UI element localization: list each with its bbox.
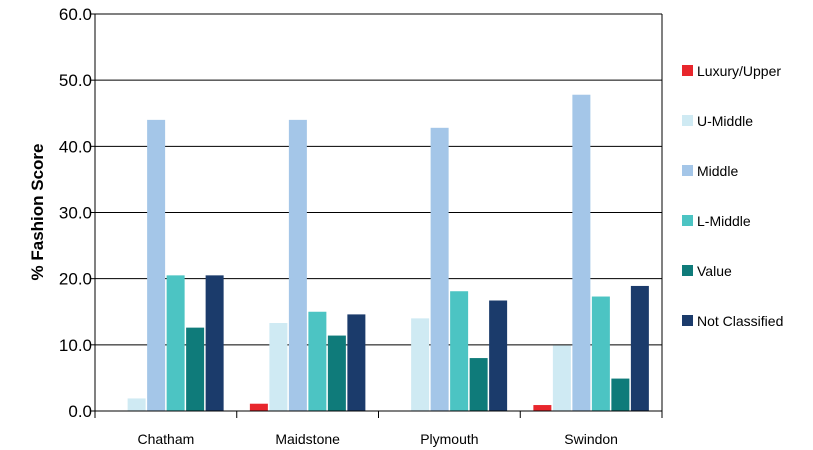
legend-swatch	[682, 315, 693, 326]
bar	[288, 119, 307, 411]
x-category-label: Plymouth	[420, 431, 478, 447]
legend-label: L-Middle	[697, 213, 751, 229]
y-tick-label: 50.0	[59, 71, 92, 90]
y-tick-labels: 0.0 10.0 20.0 30.0 40.0 50.0 60.0	[59, 5, 92, 421]
legend-swatch	[682, 115, 693, 126]
bar	[533, 405, 552, 411]
legend-label: Luxury/Upper	[697, 63, 781, 79]
bar	[205, 275, 224, 411]
y-tick-label: 20.0	[59, 270, 92, 289]
bar	[552, 345, 571, 411]
bar	[249, 403, 268, 411]
bar	[630, 285, 649, 411]
bar	[147, 119, 166, 411]
bar	[450, 291, 469, 411]
x-category-label: Maidstone	[275, 431, 340, 447]
legend-label: U-Middle	[697, 113, 753, 129]
bar	[469, 358, 488, 411]
gridlines	[95, 13, 662, 346]
bar	[308, 311, 327, 411]
y-tick-label: 30.0	[59, 204, 92, 223]
y-tick-label: 10.0	[59, 336, 92, 355]
x-category-label: Swindon	[564, 431, 618, 447]
legend-swatch	[682, 165, 693, 176]
y-tick-label: 60.0	[59, 5, 92, 24]
bar	[127, 398, 146, 411]
bar	[186, 327, 205, 411]
bar	[166, 275, 185, 411]
legend-label: Not Classified	[697, 313, 783, 329]
bar	[327, 335, 346, 411]
bar	[430, 127, 449, 411]
legend-swatch	[682, 65, 693, 76]
y-axis-label: % Fashion Score	[28, 144, 47, 281]
bar	[611, 378, 630, 411]
bar	[572, 94, 591, 412]
bar	[269, 322, 288, 411]
legend-label: Middle	[697, 163, 738, 179]
x-category-label: Chatham	[137, 431, 194, 447]
y-tick-label: 0.0	[68, 402, 92, 421]
legend-label: Value	[697, 263, 732, 279]
bars	[127, 94, 649, 412]
x-category-labels: Chatham Maidstone Plymouth Swindon	[137, 431, 618, 447]
bar	[489, 300, 508, 411]
bar	[411, 318, 430, 411]
legend-swatch	[682, 265, 693, 276]
bar	[591, 296, 610, 411]
legend-swatch	[682, 215, 693, 226]
bar	[347, 314, 366, 411]
legend: Luxury/Upper U-Middle Middle L-Middle Value N…	[682, 63, 783, 329]
y-tick-label: 40.0	[59, 137, 92, 156]
axes	[90, 13, 663, 418]
